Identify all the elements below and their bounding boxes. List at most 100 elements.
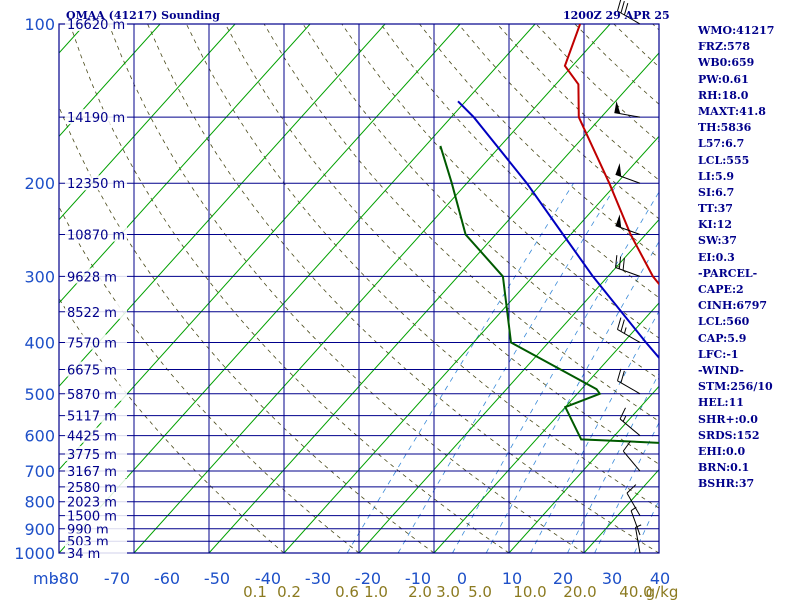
height-label-bg: [65, 507, 127, 523]
isotherm-line: [59, 24, 236, 221]
wind-barb-staff: [619, 418, 641, 437]
wind-barb: [615, 163, 641, 184]
wind-barb: [619, 407, 641, 437]
height-label-bg: [65, 478, 127, 494]
wind-barb: [615, 255, 641, 277]
isotherm-lines: [0, 24, 659, 553]
temperature-tick-label: -70: [104, 569, 130, 588]
pressure-tick-label: 1000: [14, 544, 55, 563]
stat-item: RH:18.0: [698, 88, 749, 102]
stat-item: FRZ:578: [698, 40, 751, 54]
isotherm-line: [59, 24, 536, 553]
wind-barb-staff: [617, 380, 641, 395]
stat-item: SHR+:0.0: [698, 412, 758, 426]
stat-item: MAXT:41.8: [698, 104, 766, 118]
height-label: 12350 m: [67, 177, 125, 192]
mixing-ratio-label: 40.0: [619, 583, 652, 600]
height-label: 14190 m: [67, 111, 125, 126]
temperature-tick-label: -40: [255, 569, 281, 588]
stat-item: EI:0.3: [698, 250, 735, 264]
height-label-bg: [65, 334, 127, 350]
height-label: 16620 m: [67, 18, 125, 33]
stat-item: TT:37: [698, 202, 733, 216]
wind-barb-half-flag: [630, 506, 637, 512]
height-label: 7570 m: [67, 336, 117, 351]
wind-barb-staff: [615, 267, 641, 277]
mixing-ratio-label: 0.1: [243, 583, 267, 600]
chart-title: OMAA (41217) Sounding: [66, 9, 220, 22]
wind-barb-pennant: [615, 163, 622, 177]
height-label: 5870 m: [67, 388, 117, 403]
temperature-tick-label: 30: [602, 569, 622, 588]
temperature-tick-label: -10: [405, 569, 431, 588]
wind-barb-flag: [623, 2, 629, 16]
wind-barb-staff: [617, 329, 641, 343]
isotherm-line: [59, 24, 461, 471]
wind-barbs: [614, 0, 642, 554]
stat-item: WMO:41217: [698, 24, 775, 37]
wind-barb-flag: [615, 255, 618, 268]
pressure-tick-label: 900: [24, 520, 55, 539]
stat-item: L57:6.7: [698, 137, 745, 151]
stat-item: LCL:555: [698, 153, 750, 167]
height-label: 9628 m: [67, 270, 117, 285]
wind-barb-flag: [619, 407, 626, 420]
height-label: 34 m: [67, 547, 100, 562]
wind-barb-flag: [622, 440, 631, 452]
height-label-bg: [65, 361, 127, 377]
stat-item: CAPE:2: [698, 283, 744, 296]
isotherm-line: [0, 24, 10, 553]
height-label: 2580 m: [67, 481, 117, 496]
temperature-tick-label: -30: [305, 569, 331, 588]
temperature-tick-label: 10: [502, 569, 522, 588]
wind-barb-flag: [617, 0, 622, 12]
stat-item: HEL:11: [698, 396, 744, 410]
wind-barb-flag: [620, 0, 625, 14]
isotherm-line: [508, 385, 659, 553]
wind-barb-flag: [626, 484, 637, 494]
height-label: 2023 m: [67, 496, 117, 511]
temperature-tick-label: 40: [650, 569, 670, 588]
pressure-tick-label: 300: [24, 267, 55, 286]
height-label: 10870 m: [67, 229, 125, 244]
dewpoint-trace: [439, 145, 659, 444]
height-label-bg: [65, 385, 127, 401]
pressure-tick-label: 700: [24, 462, 55, 481]
stat-item: KI:12: [698, 218, 733, 232]
wind-barb-staff: [622, 450, 641, 472]
wind-barb-pennant: [615, 214, 622, 228]
height-label-bg: [65, 533, 127, 549]
wind-barb-half-flag: [623, 327, 627, 334]
isotherm-line: [133, 24, 611, 553]
mixing-ratio-label: 0.6: [335, 583, 359, 600]
height-label: 4425 m: [67, 430, 117, 445]
stat-item: LFC:-1: [698, 347, 739, 361]
mixing-ratio-label: 1.0: [364, 583, 388, 600]
wind-barb-flag: [618, 256, 622, 269]
mixing-ratio-label: 3.0: [436, 583, 460, 600]
plot-border: [58, 23, 660, 554]
wind-barb-flag: [622, 257, 625, 271]
wind-barb: [617, 317, 641, 343]
wind-barb-flag: [620, 319, 625, 332]
pressure-tick-label: 400: [24, 333, 55, 352]
grid-lines: [58, 23, 660, 554]
pressure-tick-label: 800: [24, 493, 55, 512]
chart-datetime: 1200Z 29 APR 25: [563, 9, 670, 22]
mixing-ratio-label: 2.0: [408, 583, 432, 600]
sounding-profiles: [439, 24, 659, 444]
height-label-bg: [65, 268, 127, 284]
wind-barb: [630, 506, 641, 536]
stat-item: TH:5836: [698, 121, 752, 135]
stat-item: CINH:6797: [698, 299, 768, 313]
wind-barb-staff: [626, 492, 641, 516]
height-label-bg: [65, 226, 127, 242]
stat-item: STM:256/10: [698, 380, 773, 394]
stat-item: SRDS:152: [698, 428, 760, 442]
isotherm-line: [358, 218, 659, 553]
isotherm-line: [59, 24, 386, 388]
pressure-tick-label: 500: [24, 385, 55, 404]
height-label: 3167 m: [67, 465, 117, 480]
wind-barb-half-flag: [622, 415, 627, 422]
